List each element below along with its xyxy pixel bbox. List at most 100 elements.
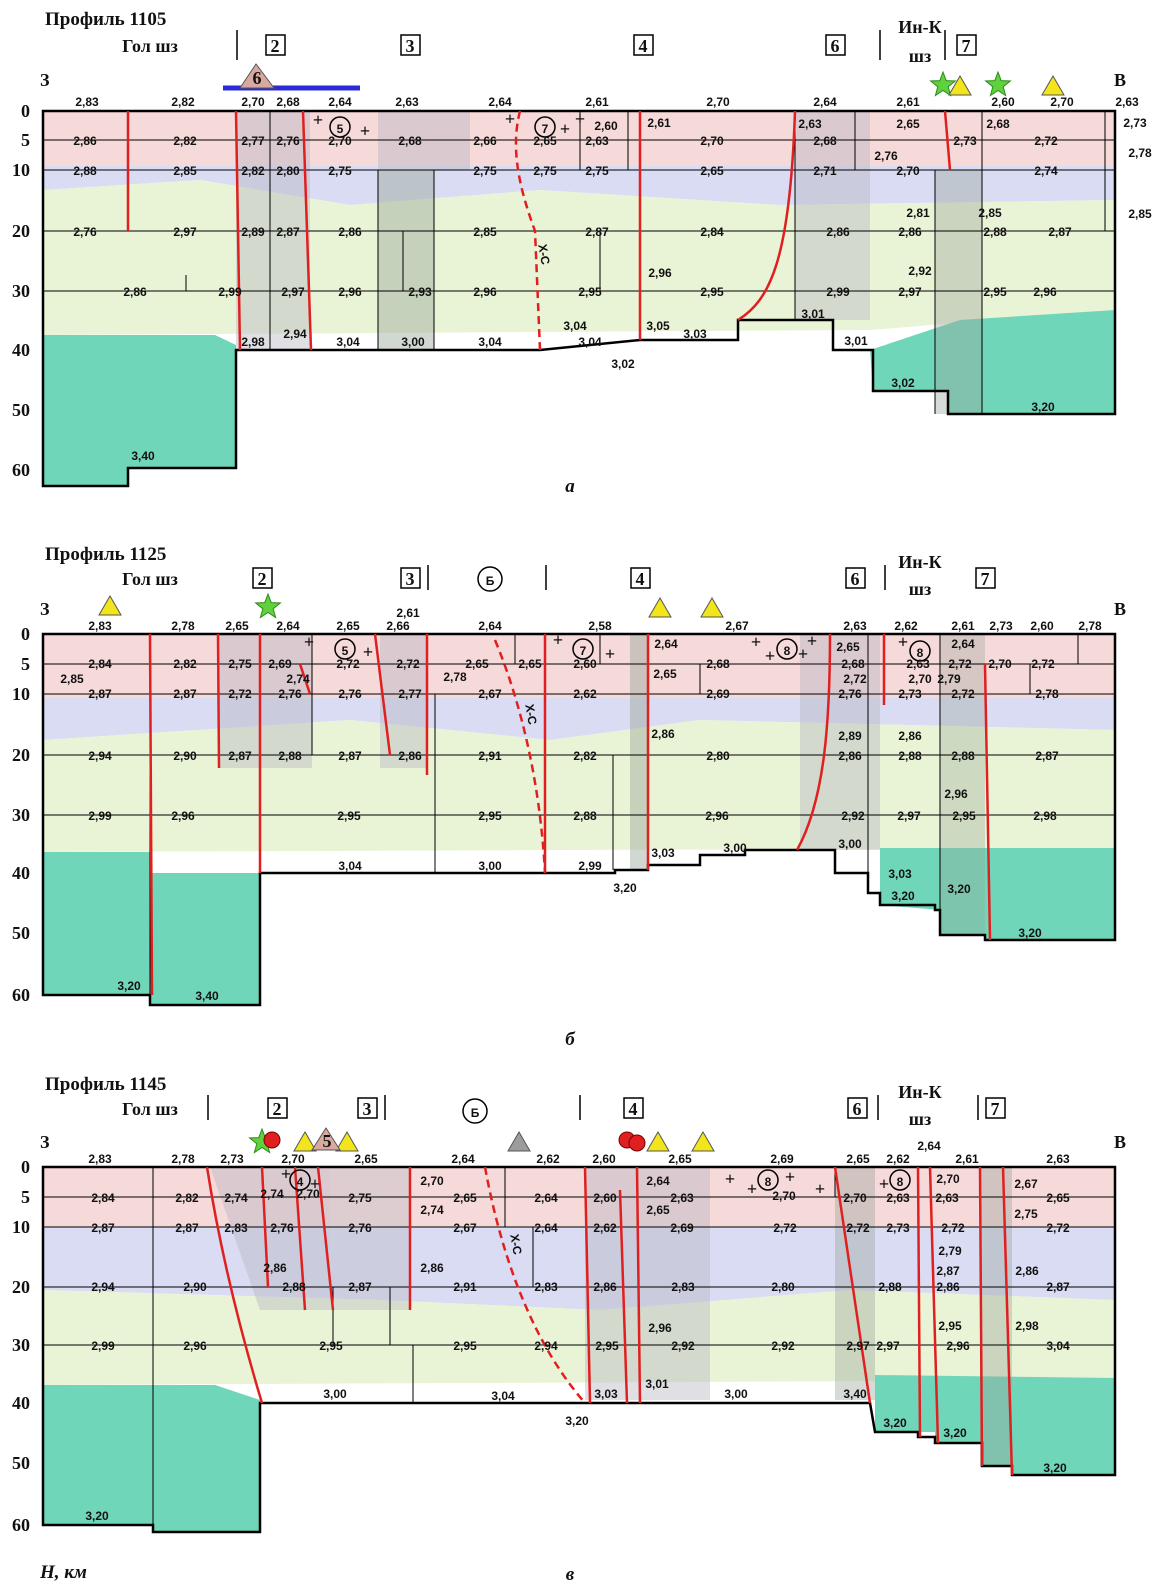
density-label: 2,78	[171, 619, 195, 633]
density-label: 2,88	[878, 1280, 902, 1294]
density-label: 2,79	[937, 672, 961, 686]
yellow-triangle-icon	[98, 595, 122, 616]
shaded-block	[380, 634, 427, 768]
block-number: 4	[639, 36, 648, 56]
shaded-block	[585, 1167, 710, 1400]
density-label: 3,01	[844, 334, 868, 348]
mantle-c-east	[875, 1375, 1115, 1475]
circled-marker	[477, 566, 503, 592]
density-label: 3,04	[338, 859, 362, 873]
density-label: 2,70	[700, 134, 724, 148]
depth-tick: 40	[12, 863, 30, 883]
density-label: 2,80	[276, 164, 300, 178]
density-label: 2,87	[276, 225, 300, 239]
density-label: 2,80	[706, 749, 730, 763]
density-label: 2,88	[951, 749, 975, 763]
density-label: 2,92	[841, 809, 865, 823]
density-label: 3,00	[723, 841, 747, 855]
density-label: 2,78	[1078, 619, 1102, 633]
depth-gridlines	[43, 139, 1115, 292]
density-label: 2,88	[983, 225, 1007, 239]
density-label: 2,73	[953, 134, 977, 148]
density-label: 2,70	[896, 164, 920, 178]
density-label: 2,65	[646, 1203, 670, 1217]
density-label: 2,65	[896, 117, 920, 131]
density-label: 2,65	[225, 619, 249, 633]
density-label: 2,65	[518, 657, 542, 671]
shaded-block	[935, 170, 982, 414]
shaded-block	[630, 634, 648, 870]
plus-icon: +	[560, 119, 570, 139]
density-label: 2,95	[319, 1339, 343, 1353]
density-label: 2,63	[843, 619, 867, 633]
density-label: 2,61	[647, 116, 671, 130]
density-label: 2,93	[408, 285, 432, 299]
density-label: 3,20	[85, 1509, 109, 1523]
density-label: 3,20	[1043, 1461, 1067, 1475]
yellow-triangle-icon	[648, 597, 672, 618]
density-label: 2,63	[935, 1191, 959, 1205]
density-label: 2,82	[175, 1191, 199, 1205]
density-label: 2,72	[1031, 657, 1055, 671]
density-label: 2,75	[585, 164, 609, 178]
density-label: 2,69	[770, 1152, 794, 1166]
block-number-box	[630, 567, 651, 589]
circled-label: 8	[917, 646, 924, 660]
profile-b	[41, 632, 1117, 1007]
density-label: 2,76	[73, 225, 97, 239]
density-label: 2,87	[175, 1221, 199, 1235]
xs-label: Х-С	[507, 1233, 524, 1256]
density-label: 2,86	[1015, 1264, 1039, 1278]
block-number: 7	[981, 569, 990, 589]
density-label: 2,73	[989, 619, 1013, 633]
density-label: 2,73	[898, 687, 922, 701]
density-label: 2,82	[173, 657, 197, 671]
depth-tick: 60	[12, 1515, 30, 1535]
depth-tick: 0	[21, 624, 30, 644]
zone-label-gol: Гол шз	[122, 569, 178, 589]
density-label: 2,65	[653, 667, 677, 681]
density-label: 2,96	[1033, 285, 1057, 299]
density-label: 2,83	[534, 1280, 558, 1294]
density-label: 2,98	[1033, 809, 1057, 823]
profile-c	[41, 1165, 1117, 1534]
density-label: 2,60	[991, 95, 1015, 109]
circled-label: 8	[897, 1175, 904, 1189]
green-star-icon	[984, 70, 1012, 97]
density-label: 2,87	[1035, 749, 1059, 763]
density-label: 3,00	[724, 1387, 748, 1401]
mantle-b-east	[880, 848, 1115, 940]
density-label: 2,86	[593, 1280, 617, 1294]
density-label: 2,63	[886, 1191, 910, 1205]
density-label: 2,92	[771, 1339, 795, 1353]
block-number: 3	[363, 1099, 372, 1119]
density-label: 2,73	[886, 1221, 910, 1235]
plus-icon: +	[575, 109, 585, 129]
density-label: 2,84	[88, 657, 112, 671]
plus-icon: +	[879, 1174, 889, 1194]
depth-tick: 5	[21, 654, 30, 674]
density-label: 2,64	[534, 1191, 558, 1205]
density-label: 2,69	[670, 1221, 694, 1235]
density-label: 3,20	[613, 881, 637, 895]
circled-label: Б	[486, 574, 495, 588]
depth-tick: 0	[21, 101, 30, 121]
density-label: 2,77	[241, 134, 265, 148]
density-label: 2,96	[183, 1339, 207, 1353]
middle-crust-layer	[43, 166, 1115, 205]
density-label: 2,65	[354, 1152, 378, 1166]
plus-icon: +	[898, 632, 908, 652]
density-label: 2,94	[91, 1280, 115, 1294]
density-label: 2,97	[897, 809, 921, 823]
density-label: 2,86	[936, 1280, 960, 1294]
block-number-box	[975, 567, 996, 589]
density-label: 2,95	[478, 809, 502, 823]
block-number: 2	[258, 569, 267, 589]
grey-triangle-icon	[507, 1131, 531, 1152]
density-label: 2,83	[671, 1280, 695, 1294]
block-number-box	[357, 1097, 378, 1119]
density-label: 2,75	[348, 1191, 372, 1205]
depth-tick: 10	[12, 684, 30, 704]
density-label: 2,85	[978, 206, 1002, 220]
block-number-box	[267, 1097, 288, 1119]
